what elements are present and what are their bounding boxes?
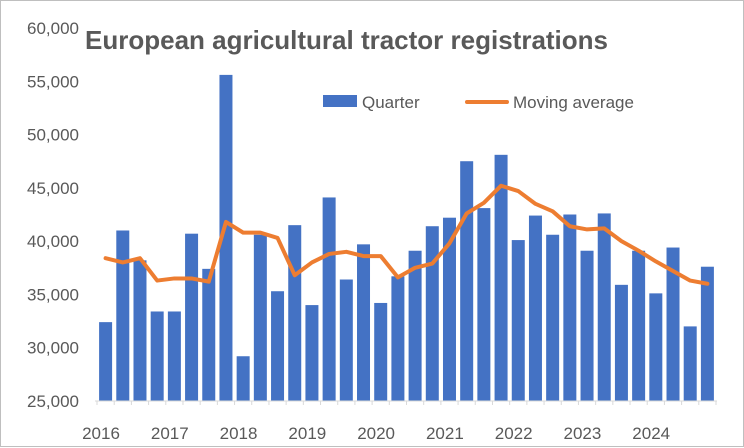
bar bbox=[684, 326, 697, 401]
bar bbox=[649, 293, 662, 401]
bar bbox=[529, 216, 542, 401]
bar bbox=[237, 356, 250, 401]
bar bbox=[391, 276, 404, 401]
bar bbox=[168, 311, 181, 401]
bar bbox=[426, 226, 439, 401]
y-tick-label: 60,000 bbox=[27, 19, 79, 38]
bar bbox=[323, 197, 336, 401]
bar bbox=[563, 215, 576, 402]
bar bbox=[632, 251, 645, 401]
x-tick-label: 2022 bbox=[495, 424, 533, 443]
x-tick-label: 2024 bbox=[632, 424, 670, 443]
bar bbox=[288, 225, 301, 401]
y-tick-label: 40,000 bbox=[27, 232, 79, 251]
x-tick-label: 2021 bbox=[426, 424, 464, 443]
x-tick-label: 2018 bbox=[220, 424, 258, 443]
y-tick-label: 25,000 bbox=[27, 392, 79, 411]
bar bbox=[116, 230, 129, 401]
x-tick-label: 2017 bbox=[151, 424, 189, 443]
bar bbox=[701, 267, 714, 401]
x-tick-label: 2016 bbox=[82, 424, 120, 443]
bar bbox=[409, 251, 422, 401]
bar bbox=[357, 244, 370, 401]
x-tick-label: 2023 bbox=[564, 424, 602, 443]
y-tick-label: 50,000 bbox=[27, 126, 79, 145]
bar bbox=[185, 234, 198, 401]
bar bbox=[477, 208, 490, 401]
bar bbox=[615, 285, 628, 401]
bar bbox=[271, 291, 284, 401]
y-tick-label: 45,000 bbox=[27, 179, 79, 198]
bar-series bbox=[99, 75, 714, 401]
y-axis: 25,000 30,000 35,000 40,000 45,000 50,000 55,0… bbox=[27, 19, 79, 411]
legend-label-quarter: Quarter bbox=[362, 93, 420, 112]
bar bbox=[99, 322, 112, 401]
bar bbox=[254, 235, 267, 401]
y-tick-label: 55,000 bbox=[27, 72, 79, 91]
chart-title: European agricultural tractor registrati… bbox=[85, 25, 608, 55]
bar bbox=[340, 280, 353, 401]
bar bbox=[133, 260, 146, 401]
y-tick-label: 35,000 bbox=[27, 285, 79, 304]
bar bbox=[581, 251, 594, 401]
bar bbox=[202, 269, 215, 401]
bar bbox=[151, 311, 164, 401]
x-tick-label: 2020 bbox=[357, 424, 395, 443]
legend-swatch-quarter bbox=[323, 95, 357, 107]
x-axis: 2016 2017 2018 2019 2020 2021 2022 2023 2024 bbox=[82, 401, 716, 443]
legend-label-moving-average: Moving average bbox=[513, 93, 634, 112]
x-tick-label: 2019 bbox=[288, 424, 326, 443]
bar bbox=[598, 213, 611, 401]
y-tick-label: 30,000 bbox=[27, 339, 79, 358]
bar bbox=[374, 303, 387, 401]
bar bbox=[512, 240, 525, 401]
bar bbox=[546, 235, 559, 401]
bar bbox=[460, 161, 473, 401]
legend: Quarter Moving average bbox=[323, 93, 634, 112]
bar bbox=[305, 305, 318, 401]
